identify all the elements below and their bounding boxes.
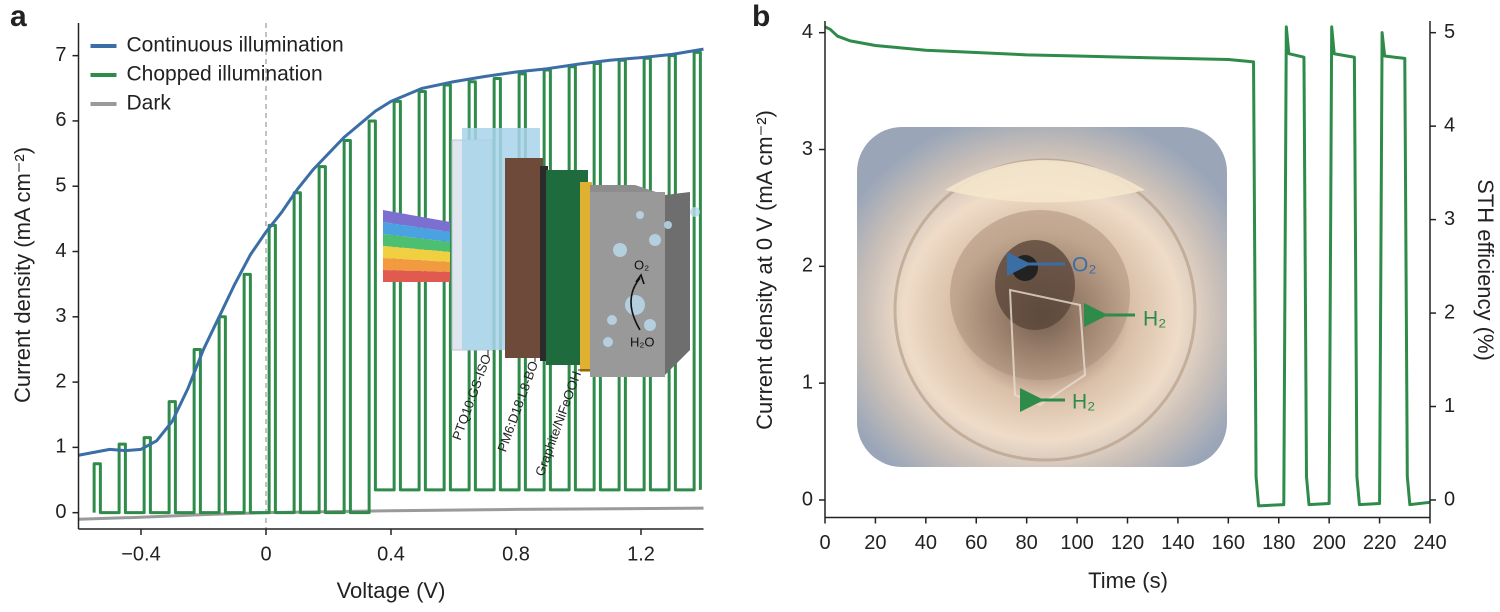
y-tick-label: 4 xyxy=(802,21,813,43)
annotation: H₂ xyxy=(1143,308,1166,331)
x-tick-label: 160 xyxy=(1212,532,1245,554)
y2-axis-title: STH efficiency (%) xyxy=(1473,179,1498,361)
y-tick-label: 4 xyxy=(55,240,66,262)
annotation: H₂ xyxy=(1072,391,1095,414)
legend-label: Chopped illumination xyxy=(127,63,323,86)
y-tick-label: 3 xyxy=(802,138,813,160)
y-tick-label: 5 xyxy=(55,175,66,197)
x-tick-label: 120 xyxy=(1111,532,1144,554)
x-axis-title: Voltage (V) xyxy=(337,578,446,603)
panel-label: a xyxy=(10,0,27,33)
y-axis-title: Current density (mA cm⁻²) xyxy=(10,147,35,403)
y-tick-label: 7 xyxy=(55,44,66,66)
y-tick-label: 2 xyxy=(802,255,813,277)
y2-tick-label: 4 xyxy=(1444,114,1455,136)
x-tick-label: 180 xyxy=(1262,532,1295,554)
data-line xyxy=(825,25,1431,508)
y-tick-label: 2 xyxy=(55,370,66,392)
x-tick-label: 100 xyxy=(1060,532,1093,554)
panel-label: b xyxy=(752,0,770,33)
y2-tick-label: 1 xyxy=(1444,395,1455,417)
y-tick-label: 0 xyxy=(55,501,66,523)
x-tick-label: 20 xyxy=(864,532,886,554)
y-tick-label: 1 xyxy=(802,371,813,393)
y2-tick-label: 0 xyxy=(1444,488,1455,510)
x-tick-label: 140 xyxy=(1161,532,1194,554)
legend-label: Dark xyxy=(127,92,172,115)
y2-tick-label: 3 xyxy=(1444,208,1455,230)
y2-tick-label: 5 xyxy=(1444,21,1455,43)
y-tick-label: 0 xyxy=(802,488,813,510)
x-tick-label: 200 xyxy=(1312,532,1345,554)
x-tick-label: 0 xyxy=(260,543,271,565)
x-axis-title: Time (s) xyxy=(1088,568,1168,593)
y-tick-label: 1 xyxy=(55,436,66,458)
x-tick-label: 0.4 xyxy=(377,543,405,565)
x-tick-label: 60 xyxy=(965,532,987,554)
device-schematic xyxy=(383,128,700,377)
x-tick-label: 40 xyxy=(915,532,937,554)
x-tick-label: 0.8 xyxy=(502,543,530,565)
x-tick-label: 240 xyxy=(1413,532,1446,554)
annotation: H₂O xyxy=(630,334,655,349)
x-tick-label: −0.4 xyxy=(121,543,160,565)
data-line xyxy=(78,47,704,457)
y-tick-label: 6 xyxy=(55,109,66,131)
x-tick-label: 220 xyxy=(1363,532,1396,554)
data-line xyxy=(78,506,704,521)
plot-area xyxy=(825,25,1431,508)
x-tick-label: 80 xyxy=(1016,532,1038,554)
photo-inset xyxy=(857,127,1227,467)
annotation: O₂ xyxy=(1072,254,1097,277)
x-tick-label: 1.2 xyxy=(627,543,655,565)
x-tick-label: 0 xyxy=(819,532,830,554)
annotation: PTQ10:GS-ISO xyxy=(449,352,494,442)
y2-tick-label: 2 xyxy=(1444,301,1455,323)
y-axis-title: Current density at 0 V (mA cm⁻²) xyxy=(752,110,777,430)
y-tick-label: 3 xyxy=(55,305,66,327)
annotation: O₂ xyxy=(634,257,649,272)
legend-label: Continuous illumination xyxy=(127,34,344,57)
